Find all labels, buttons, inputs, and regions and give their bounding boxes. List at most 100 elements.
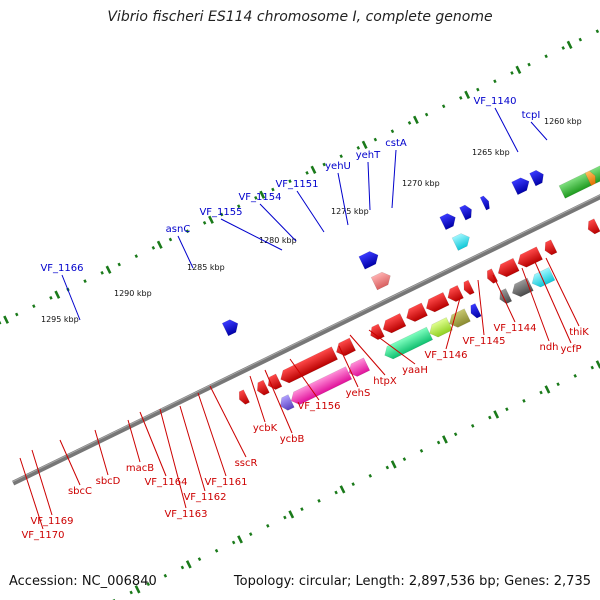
gene-feature xyxy=(429,317,453,338)
leader-line xyxy=(492,274,516,323)
tick-dot xyxy=(254,196,258,200)
tick-dot xyxy=(356,146,361,150)
leader-line xyxy=(534,261,572,344)
leader-line xyxy=(445,297,461,350)
tick-dot xyxy=(436,440,441,445)
tick-dot xyxy=(334,490,338,495)
map-title: Vibrio fischeri ES114 chromosome I, comp… xyxy=(107,9,493,25)
gene-label: ycfP xyxy=(561,344,582,355)
tick-dot xyxy=(15,312,19,317)
tick-dot xyxy=(32,304,36,309)
gene-feature xyxy=(479,195,490,211)
gene-label: yehU xyxy=(325,161,351,172)
tick-dot xyxy=(0,320,2,325)
tick-dot xyxy=(402,457,407,462)
tick-major xyxy=(288,510,295,519)
tick-dot xyxy=(231,540,236,545)
tick-dot xyxy=(522,399,526,403)
leader-line xyxy=(159,408,187,509)
gene-label: ndh xyxy=(539,342,558,353)
gene-label: yehS xyxy=(346,388,371,399)
gene-label: VF_1161 xyxy=(204,477,247,488)
tick-dot xyxy=(424,112,429,117)
tick-major xyxy=(595,360,600,369)
kbp-label-text: 1280 kbp xyxy=(259,236,297,245)
leader-line xyxy=(545,257,580,327)
tick-dot xyxy=(505,407,509,412)
tick-dot xyxy=(214,548,219,553)
leader-line xyxy=(94,429,109,476)
tick-major xyxy=(3,315,9,324)
gene-feature xyxy=(511,177,530,196)
leader-line xyxy=(367,161,371,211)
tick-major xyxy=(390,460,397,469)
tick-dot xyxy=(390,129,395,134)
gene-label: VF_1162 xyxy=(183,492,226,503)
gene-feature xyxy=(544,239,558,256)
gene-label: yaaH xyxy=(402,365,428,376)
tick-dot xyxy=(453,432,458,437)
gene-label: VF_1166 xyxy=(40,263,83,274)
gene-feature xyxy=(459,204,472,221)
leader-line xyxy=(521,267,550,342)
gene-label: VF_1164 xyxy=(144,477,187,488)
tick-major xyxy=(208,215,214,224)
tick-dot xyxy=(322,162,326,167)
tick-dot xyxy=(163,573,168,578)
gene-feature xyxy=(499,288,513,305)
tick-major xyxy=(185,560,192,569)
gene-label: VF_1154 xyxy=(238,192,281,203)
kbp-label: 1290 kbp xyxy=(114,289,152,298)
tick-dot xyxy=(300,507,304,512)
tick-dot xyxy=(385,465,390,470)
tick-dot xyxy=(271,187,275,192)
gene-feature xyxy=(280,346,339,384)
gene-feature xyxy=(280,394,295,411)
gene-feature xyxy=(370,271,391,291)
gene-feature xyxy=(517,246,543,268)
tick-dot xyxy=(373,137,378,142)
tick-dot xyxy=(185,229,190,234)
leader-line xyxy=(338,345,359,388)
tick-dot xyxy=(441,104,446,109)
tick-dot xyxy=(266,523,270,528)
gene-feature xyxy=(406,302,428,322)
kbp-label-text: 1265 kbp xyxy=(472,148,510,157)
gene-label: VF_1163 xyxy=(164,509,207,520)
tick-major xyxy=(134,585,141,594)
tick-dot xyxy=(305,171,309,175)
leader-line xyxy=(289,358,320,401)
leader-line xyxy=(59,439,81,486)
kbp-label: 1295 kbp xyxy=(41,315,79,324)
gene-label: thiK xyxy=(569,327,589,338)
leader-line xyxy=(209,385,247,458)
tick-major xyxy=(442,435,448,444)
gene-label: VF_1155 xyxy=(199,207,242,218)
leader-line xyxy=(31,449,53,516)
tick-major xyxy=(412,115,419,124)
leader-line xyxy=(530,121,548,141)
leader-line xyxy=(61,274,81,321)
leader-line xyxy=(19,457,44,530)
gene-feature xyxy=(587,218,600,235)
tick-dot xyxy=(459,96,463,100)
leader-line xyxy=(259,203,297,242)
gene-feature xyxy=(531,267,556,288)
tick-dot xyxy=(556,382,560,387)
gene-label: sscR xyxy=(235,458,258,469)
gene-feature xyxy=(512,277,534,298)
tick-dot xyxy=(283,515,287,520)
gene-label: ycbK xyxy=(253,423,278,434)
tick-dot xyxy=(339,154,343,159)
tick-major xyxy=(464,90,471,99)
gene-label: VF_1140 xyxy=(473,96,516,107)
gene-feature xyxy=(370,323,385,340)
leader-line xyxy=(337,172,349,226)
tick-major xyxy=(515,65,522,74)
tick-dot xyxy=(351,482,355,487)
genome-backbone-highlight xyxy=(12,86,600,483)
tick-dot xyxy=(151,245,156,250)
tick-dot xyxy=(595,29,600,34)
tick-dot xyxy=(317,498,321,503)
